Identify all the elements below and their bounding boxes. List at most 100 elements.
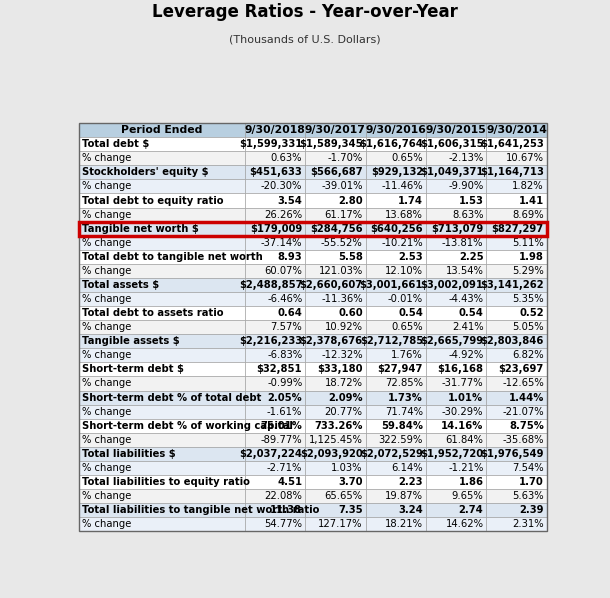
Text: $1,164,713: $1,164,713	[480, 167, 544, 178]
Bar	[305, 194, 365, 208]
Bar	[365, 165, 426, 179]
Text: 322.59%: 322.59%	[379, 435, 423, 445]
Text: $16,168: $16,168	[437, 364, 483, 374]
Bar	[245, 292, 305, 306]
Bar	[365, 306, 426, 320]
Bar	[365, 334, 426, 348]
Bar	[365, 348, 426, 362]
Bar	[365, 405, 426, 419]
Bar	[79, 222, 547, 236]
Bar	[305, 137, 365, 151]
Bar	[365, 250, 426, 264]
Text: $1,976,549: $1,976,549	[480, 449, 544, 459]
Bar	[305, 447, 365, 461]
Text: $179,009: $179,009	[250, 224, 303, 234]
Text: $2,803,846: $2,803,846	[481, 336, 544, 346]
Bar	[486, 390, 547, 405]
Bar	[365, 447, 426, 461]
Bar	[426, 334, 486, 348]
Text: 3.54: 3.54	[278, 196, 303, 206]
Bar	[79, 123, 547, 531]
Bar	[426, 222, 486, 236]
Text: 6.82%: 6.82%	[512, 350, 544, 361]
Bar	[79, 320, 245, 334]
Text: 14.62%: 14.62%	[445, 519, 483, 529]
Bar	[79, 264, 245, 278]
Bar	[245, 475, 305, 489]
Text: % change: % change	[82, 266, 131, 276]
Text: 0.65%: 0.65%	[392, 153, 423, 163]
Text: $33,180: $33,180	[317, 364, 363, 374]
Bar	[79, 433, 245, 447]
Text: 60.07%: 60.07%	[264, 266, 303, 276]
Text: 1.86: 1.86	[459, 477, 483, 487]
Text: -89.77%: -89.77%	[260, 435, 303, 445]
Bar	[79, 334, 245, 348]
Bar	[426, 123, 486, 137]
Text: % change: % change	[82, 463, 131, 473]
Bar	[245, 461, 305, 475]
Bar	[79, 292, 245, 306]
Bar	[426, 320, 486, 334]
Text: Short-term debt $: Short-term debt $	[82, 364, 184, 374]
Text: 9/30/2018: 9/30/2018	[245, 125, 306, 135]
Text: 5.63%: 5.63%	[512, 491, 544, 501]
Bar	[486, 475, 547, 489]
Bar	[79, 194, 245, 208]
Bar	[79, 377, 245, 390]
Text: 61.17%: 61.17%	[325, 209, 363, 219]
Text: 59.84%: 59.84%	[381, 421, 423, 431]
Text: 18.72%: 18.72%	[325, 379, 363, 389]
Text: -4.92%: -4.92%	[448, 350, 483, 361]
Bar	[426, 236, 486, 250]
Bar	[486, 250, 547, 264]
Bar	[305, 236, 365, 250]
Text: 2.39: 2.39	[519, 505, 544, 515]
Text: 2.53: 2.53	[398, 252, 423, 262]
Bar	[305, 419, 365, 433]
Bar	[365, 362, 426, 377]
Bar	[245, 165, 305, 179]
Text: $929,132: $929,132	[371, 167, 423, 178]
Text: -0.01%: -0.01%	[388, 294, 423, 304]
Bar	[365, 320, 426, 334]
Bar	[486, 194, 547, 208]
Bar	[486, 377, 547, 390]
Text: $32,851: $32,851	[257, 364, 303, 374]
Text: % change: % change	[82, 181, 131, 191]
Bar	[79, 236, 245, 250]
Bar	[79, 165, 245, 179]
Bar	[305, 489, 365, 503]
Text: 8.69%: 8.69%	[512, 209, 544, 219]
Text: 5.11%: 5.11%	[512, 238, 544, 248]
Bar	[486, 517, 547, 531]
Bar	[305, 250, 365, 264]
Bar	[486, 405, 547, 419]
Bar	[305, 475, 365, 489]
Text: $2,072,529: $2,072,529	[360, 449, 423, 459]
Text: 1.73%: 1.73%	[388, 392, 423, 402]
Bar	[79, 362, 245, 377]
Text: -1.21%: -1.21%	[448, 463, 483, 473]
Bar	[486, 151, 547, 165]
Text: 6.14%: 6.14%	[392, 463, 423, 473]
Bar	[486, 503, 547, 517]
Text: 1.82%: 1.82%	[512, 181, 544, 191]
Text: 9/30/2014: 9/30/2014	[486, 125, 547, 135]
Text: 3.24: 3.24	[398, 505, 423, 515]
Bar	[245, 348, 305, 362]
Bar	[245, 362, 305, 377]
Text: Total debt to tangible net worth: Total debt to tangible net worth	[82, 252, 263, 262]
Bar	[486, 208, 547, 222]
Bar	[305, 433, 365, 447]
Text: -10.21%: -10.21%	[381, 238, 423, 248]
Text: $27,947: $27,947	[378, 364, 423, 374]
Bar	[365, 137, 426, 151]
Bar	[79, 137, 245, 151]
Bar	[426, 165, 486, 179]
Bar	[426, 517, 486, 531]
Bar	[426, 419, 486, 433]
Text: 9/30/2015: 9/30/2015	[426, 125, 486, 135]
Text: Short-term debt % of total debt: Short-term debt % of total debt	[82, 392, 261, 402]
Text: Period Ended: Period Ended	[121, 125, 203, 135]
